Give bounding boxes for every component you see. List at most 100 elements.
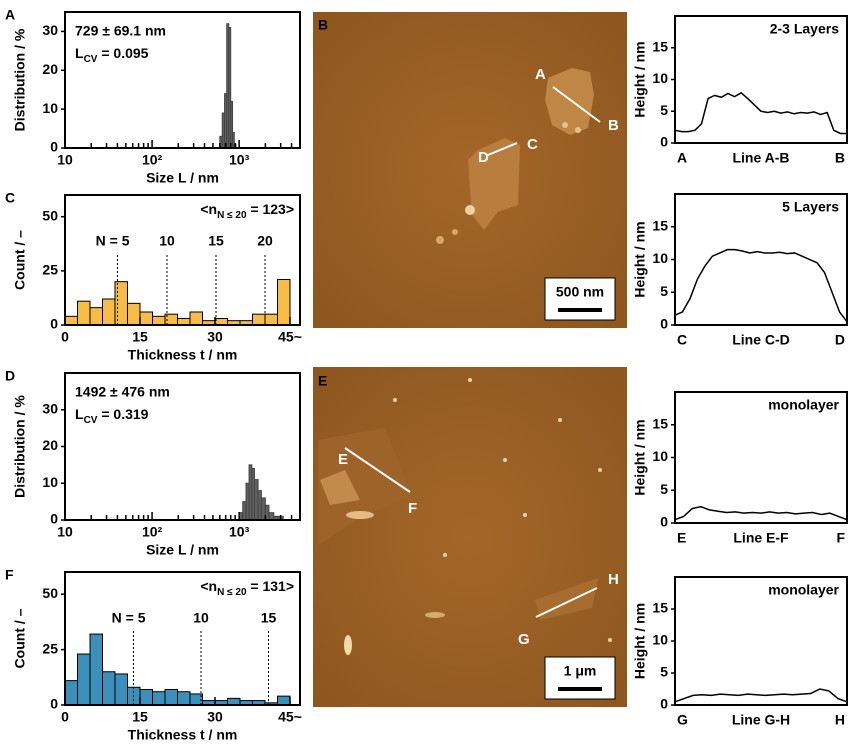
marker-label: 10 bbox=[193, 610, 209, 626]
plot-frame bbox=[674, 193, 848, 326]
afm-image-e: E E F G H 1 μm bbox=[313, 367, 627, 707]
bar bbox=[268, 512, 275, 521]
x-tick-label: 0 bbox=[61, 329, 69, 345]
y-axis-title: Height / nm bbox=[632, 221, 648, 297]
annotation: <nN ≤ 20 = 131> bbox=[200, 578, 294, 598]
y-axis-title: Count / – bbox=[12, 230, 28, 290]
annotation-part: = 123> bbox=[247, 201, 295, 217]
profile-title: monolayer bbox=[768, 582, 839, 598]
annotation-part: = 0.095 bbox=[97, 45, 148, 61]
profile-line bbox=[674, 505, 848, 521]
x-axis-title: Size L / nm bbox=[146, 542, 219, 558]
line-end-label: H bbox=[608, 571, 619, 588]
y-tick-label: 10 bbox=[652, 448, 668, 464]
x-axis-title: Thickness t / nm bbox=[128, 347, 238, 363]
x-tick-label: 30 bbox=[207, 709, 223, 725]
line-end-label: E bbox=[338, 451, 348, 468]
panel-letter: E bbox=[318, 373, 327, 389]
x-label: D bbox=[835, 332, 845, 348]
y-tick-label: 50 bbox=[42, 207, 58, 223]
y-axis-title: Count / – bbox=[12, 608, 28, 668]
annotation: LCV = 0.319 bbox=[75, 406, 149, 426]
x-label: F bbox=[836, 530, 845, 546]
y-tick-label: 20 bbox=[42, 61, 58, 77]
annotation-sub: N ≤ 20 bbox=[217, 210, 247, 221]
y-tick-label: 50 bbox=[42, 585, 58, 601]
y-tick-label: 0 bbox=[50, 511, 58, 527]
profile-title: monolayer bbox=[768, 397, 839, 413]
y-axis-title: Distribution / % bbox=[12, 395, 28, 498]
line-end-label: D bbox=[478, 149, 489, 166]
bar bbox=[102, 671, 116, 706]
y-tick-label: 0 bbox=[660, 134, 668, 150]
plot-frame bbox=[674, 576, 848, 706]
y-tick-label: 5 bbox=[660, 102, 668, 118]
bar bbox=[114, 281, 128, 326]
x-label: E bbox=[677, 530, 686, 546]
x-tick-label: 45~ bbox=[278, 709, 302, 725]
panel-letter: D bbox=[5, 368, 15, 384]
y-tick-label: 20 bbox=[42, 437, 58, 453]
bar bbox=[277, 695, 291, 706]
afm-image-b: B A B C D 500 nm bbox=[313, 12, 627, 328]
x-tick-label: 45~ bbox=[278, 329, 302, 345]
x-label: H bbox=[835, 712, 845, 728]
x-tick-label: 15 bbox=[132, 709, 148, 725]
annotation-part: <n bbox=[200, 201, 217, 217]
x-label: B bbox=[835, 150, 845, 166]
y-tick-label: 0 bbox=[660, 316, 668, 332]
bar bbox=[152, 315, 166, 326]
annotation-part: L bbox=[75, 45, 84, 61]
y-axis-title: Height / nm bbox=[632, 41, 648, 117]
profile-title: 5 Layers bbox=[782, 199, 839, 215]
annotation-part: <n bbox=[200, 578, 217, 594]
y-tick-label: 0 bbox=[50, 139, 58, 155]
x-tick-label: 15 bbox=[132, 329, 148, 345]
panel-letter: A bbox=[5, 7, 15, 23]
x-tick-label: 10 bbox=[57, 524, 73, 540]
scale-label: 1 μm bbox=[564, 663, 597, 679]
annotation: 1492 ± 476 nm bbox=[75, 384, 170, 400]
y-tick-label: 0 bbox=[50, 696, 58, 712]
bar bbox=[114, 673, 128, 706]
bar bbox=[139, 311, 153, 326]
marker-label: 15 bbox=[208, 233, 224, 249]
panel-letter: B bbox=[318, 17, 328, 33]
bar bbox=[152, 691, 166, 706]
annotation: <nN ≤ 20 = 123> bbox=[200, 201, 294, 221]
y-axis-title: Distribution / % bbox=[12, 28, 28, 131]
y-tick-label: 5 bbox=[660, 664, 668, 680]
x-axis-title: Size L / nm bbox=[146, 170, 219, 186]
panel-letter: C bbox=[5, 190, 15, 206]
bar bbox=[102, 298, 116, 326]
annotation-part: = 131> bbox=[247, 578, 295, 594]
line-end-label: G bbox=[518, 631, 530, 648]
y-tick-label: 30 bbox=[42, 400, 58, 416]
bar bbox=[64, 680, 78, 706]
bar bbox=[89, 307, 103, 326]
bar bbox=[252, 313, 266, 326]
bar bbox=[64, 315, 78, 326]
line-end-label: F bbox=[408, 500, 417, 517]
marker-label: 10 bbox=[159, 233, 175, 249]
line-end-label: B bbox=[608, 117, 619, 134]
y-tick-label: 25 bbox=[42, 640, 58, 656]
y-tick-label: 15 bbox=[652, 38, 668, 54]
bar bbox=[127, 302, 141, 326]
y-tick-label: 0 bbox=[660, 514, 668, 530]
marker-label: N = 5 bbox=[112, 610, 146, 626]
bar bbox=[177, 691, 191, 706]
y-tick-label: 10 bbox=[42, 100, 58, 116]
y-tick-label: 15 bbox=[652, 600, 668, 616]
y-axis-title: Height / nm bbox=[632, 603, 648, 679]
annotation: 729 ± 69.1 nm bbox=[75, 23, 166, 39]
bar bbox=[89, 633, 103, 706]
line-end-label: A bbox=[535, 66, 546, 83]
x-label: Line C-D bbox=[732, 332, 790, 348]
bar bbox=[77, 653, 91, 706]
bar bbox=[164, 688, 178, 706]
x-axis-title: Thickness t / nm bbox=[128, 727, 238, 743]
x-label: Line E-F bbox=[733, 530, 789, 546]
y-tick-label: 5 bbox=[660, 283, 668, 299]
